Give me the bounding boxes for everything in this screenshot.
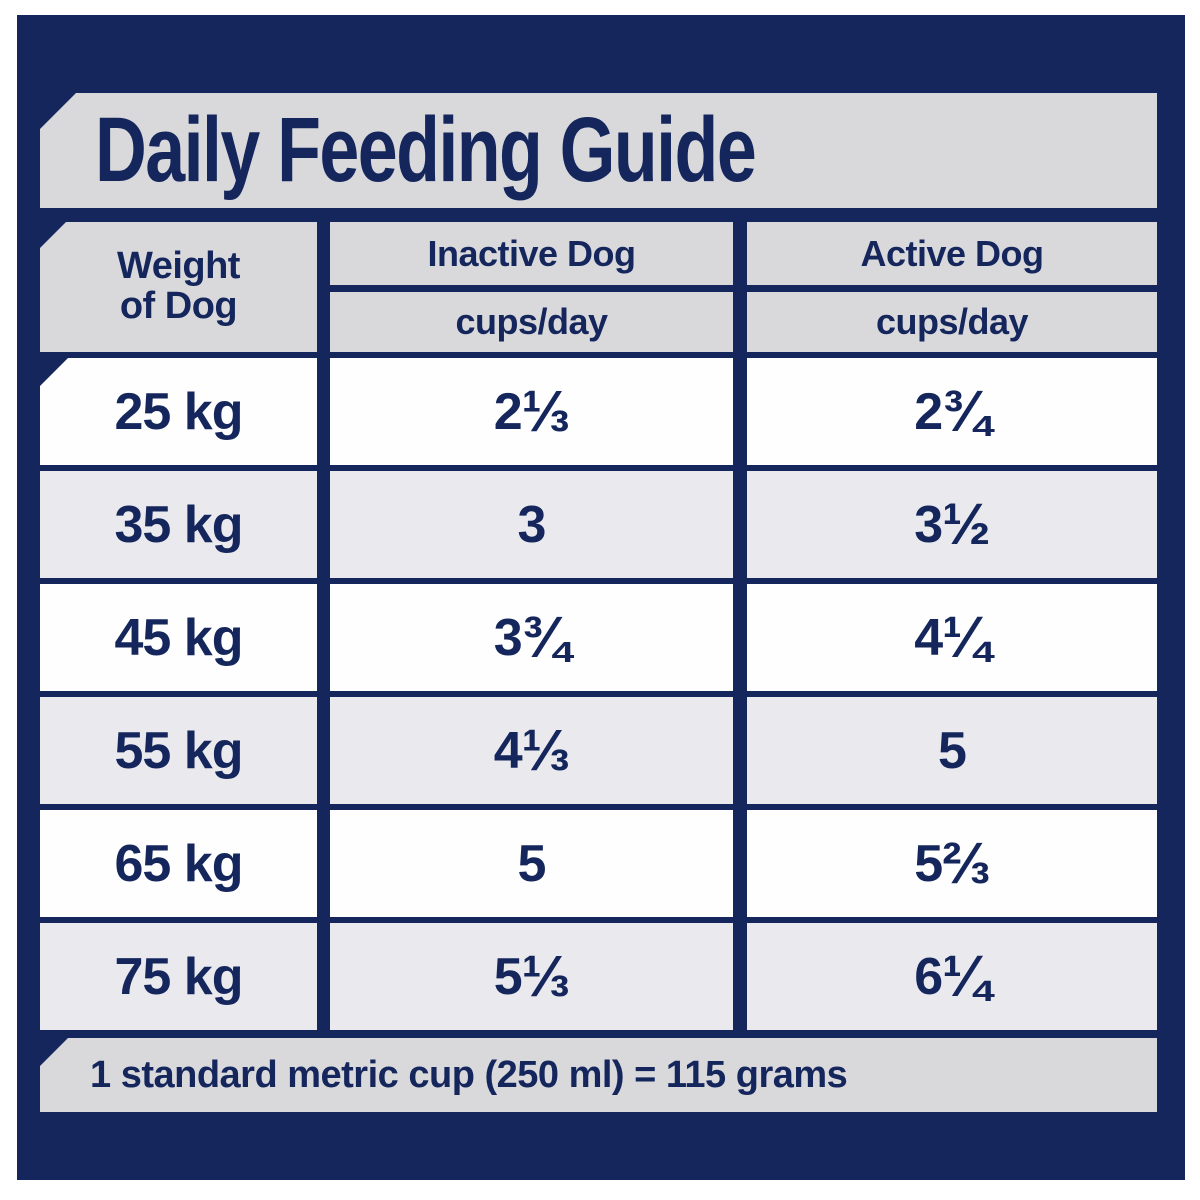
inactive-cups-cell: 2 ⅓ xyxy=(330,358,733,465)
weight-cell: 45 kg xyxy=(40,584,317,691)
page-title: Daily Feeding Guide xyxy=(95,99,757,201)
header-inactive-dog: Inactive Dog xyxy=(330,222,733,285)
active-cups-cell: 4 ¼ xyxy=(747,584,1157,691)
weight-cell: 55 kg xyxy=(40,697,317,804)
inactive-cups-cell: 5 xyxy=(330,810,733,917)
header-weight-line2: of Dog xyxy=(119,285,238,327)
feeding-guide-panel: Daily Feeding Guide Weight of Dog Inacti… xyxy=(17,15,1185,1180)
inactive-cups-cell: 3 xyxy=(330,471,733,578)
active-cups-cell: 3 ½ xyxy=(747,471,1157,578)
header-weight-of-dog: Weight of Dog xyxy=(40,222,317,352)
footer-note: 1 standard metric cup (250 ml) = 115 gra… xyxy=(90,1053,848,1096)
table-row: 45 kg 3 ¾ 4 ¼ xyxy=(40,584,1157,691)
inactive-cups-cell: 3 ¾ xyxy=(330,584,733,691)
table-header: Weight of Dog Inactive Dog cups/day Acti… xyxy=(40,222,1157,352)
table-row: 55 kg 4 ⅓ 5 xyxy=(40,697,1157,804)
feeding-guide-content: Daily Feeding Guide Weight of Dog Inacti… xyxy=(40,15,1157,1112)
active-cups-cell: 5 xyxy=(747,697,1157,804)
weight-cell: 25 kg xyxy=(40,358,317,465)
weight-cell: 65 kg xyxy=(40,810,317,917)
table-row: 75 kg 5 ⅓ 6 ¼ xyxy=(40,923,1157,1030)
active-cups-cell: 5 ⅔ xyxy=(747,810,1157,917)
weight-cell: 75 kg xyxy=(40,923,317,1030)
active-cups-cell: 2 ¾ xyxy=(747,358,1157,465)
weight-cell: 35 kg xyxy=(40,471,317,578)
inactive-cups-cell: 4 ⅓ xyxy=(330,697,733,804)
active-cups-cell: 6 ¼ xyxy=(747,923,1157,1030)
table-row: 65 kg 5 5 ⅔ xyxy=(40,810,1157,917)
table-row: 35 kg 3 3 ½ xyxy=(40,471,1157,578)
inactive-cups-cell: 5 ⅓ xyxy=(330,923,733,1030)
footer-note-band: 1 standard metric cup (250 ml) = 115 gra… xyxy=(40,1038,1157,1112)
header-inactive-units: cups/day xyxy=(330,292,733,352)
title-band: Daily Feeding Guide xyxy=(40,93,1157,208)
header-active-dog: Active Dog xyxy=(747,222,1157,285)
table-row: 25 kg 2 ⅓ 2 ¾ xyxy=(40,358,1157,465)
header-active-units: cups/day xyxy=(747,292,1157,352)
table-body: 25 kg 2 ⅓ 2 ¾ 35 kg 3 3 ½ 45 kg 3 ¾ 4 ¼ … xyxy=(40,358,1157,1030)
header-weight-line1: Weight xyxy=(117,245,240,288)
